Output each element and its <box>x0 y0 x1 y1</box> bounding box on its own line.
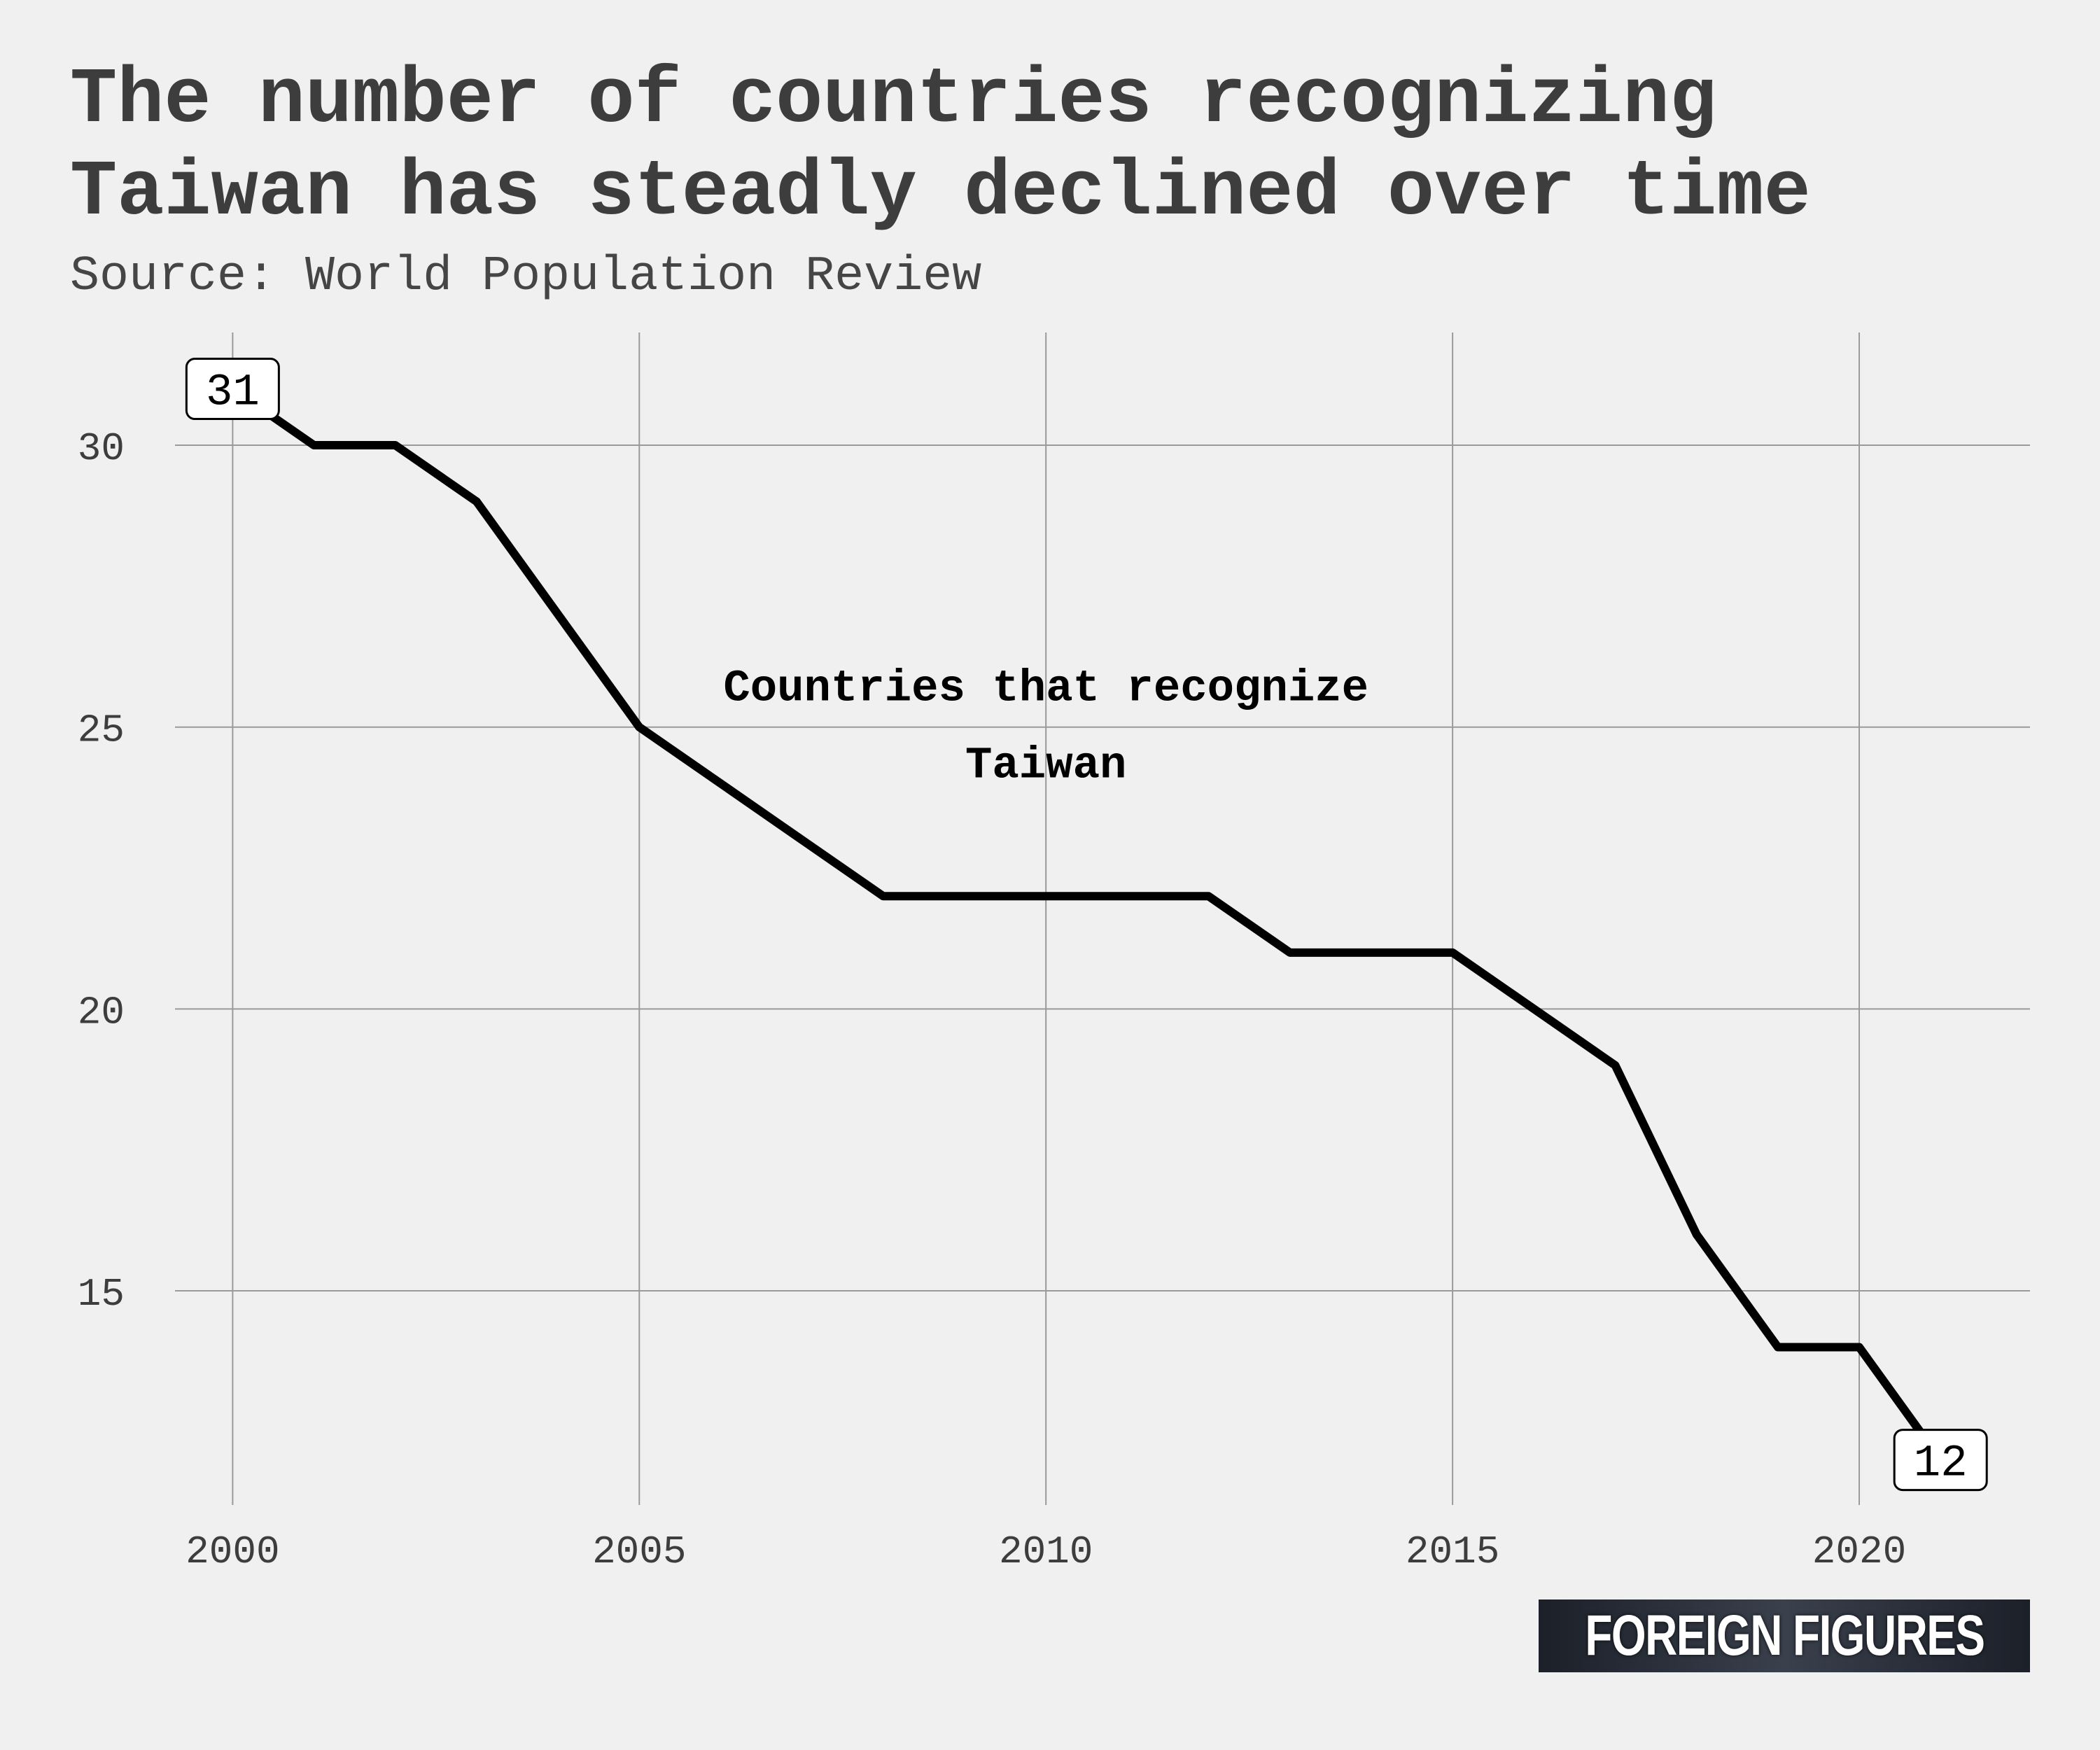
point-label-box <box>185 358 280 421</box>
x-tick-label: 2005 <box>592 1530 686 1574</box>
series-label: Countries that recognize Taiwan <box>723 664 1368 792</box>
point-label: 12 <box>1914 1439 1968 1490</box>
axis-tick-labels: 2000 2005 2010 2015 2020 15 20 25 30 <box>78 426 1906 1574</box>
chart-title-line-1: The number of countries recognizing <box>70 56 1717 145</box>
series-label-line: Taiwan <box>965 741 1126 792</box>
x-tick-label: 2015 <box>1406 1530 1499 1574</box>
grid-lines <box>175 332 2030 1505</box>
x-tick-label: 2020 <box>1812 1530 1906 1574</box>
brand-logo-text: FOREIGN FIGURES <box>1584 1604 1985 1667</box>
series-lines <box>230 385 1945 1463</box>
x-tick-label: 2000 <box>186 1530 279 1574</box>
series-label-line: Countries that recognize <box>723 664 1368 715</box>
brand-logo: FOREIGN FIGURES <box>1539 1600 2030 1672</box>
y-tick-label: 25 <box>78 708 125 753</box>
series-line <box>230 385 1945 1463</box>
point-label-box <box>1893 1429 1988 1492</box>
point-label: 31 <box>206 368 260 419</box>
chart-subtitle: Source: World Population Review <box>70 249 982 304</box>
annotations: Countries that recognize Taiwan 31 12 <box>185 358 1988 1492</box>
y-tick-label: 20 <box>78 990 125 1035</box>
chart-title-line-2: Taiwan has steadly declined over time <box>70 148 1811 237</box>
x-tick-label: 2010 <box>999 1530 1093 1574</box>
y-tick-label: 15 <box>78 1272 125 1317</box>
chart-title: The number of countries recognizing Taiw… <box>70 55 2072 239</box>
y-tick-label: 30 <box>78 426 125 471</box>
